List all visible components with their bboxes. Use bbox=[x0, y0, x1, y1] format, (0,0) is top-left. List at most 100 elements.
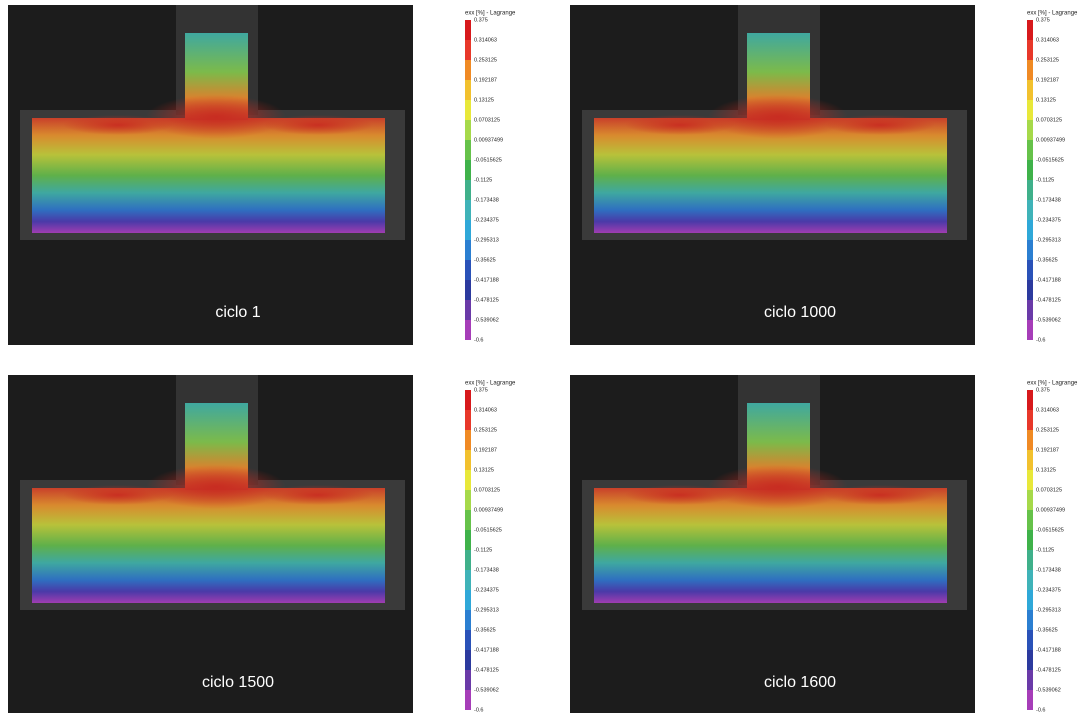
colorbar-label: -0.6 bbox=[474, 337, 483, 343]
strain-hotspot bbox=[263, 115, 373, 135]
colorbar-label: -0.173438 bbox=[474, 197, 499, 203]
colorbar-label: -0.1125 bbox=[474, 177, 492, 183]
colorbar-band bbox=[1027, 690, 1033, 710]
colorbar-label: -0.417188 bbox=[1036, 277, 1061, 283]
colorbar-label: -0.0515625 bbox=[474, 527, 502, 533]
colorbar-band bbox=[1027, 200, 1033, 220]
colorbar-label: 0.375 bbox=[474, 387, 488, 393]
colorbar-label: -0.1125 bbox=[474, 547, 492, 553]
colorbar-label: -0.295313 bbox=[1036, 237, 1061, 243]
colorbar-band bbox=[1027, 160, 1033, 180]
colorbar-band bbox=[1027, 220, 1033, 240]
colorbar-band bbox=[1027, 300, 1033, 320]
colorbar-band bbox=[465, 390, 471, 410]
colorbar-label: -0.417188 bbox=[474, 647, 499, 653]
colorbar-band bbox=[465, 650, 471, 670]
colorbar-label: -0.478125 bbox=[474, 667, 499, 673]
colorbar-label: 0.0703125 bbox=[1036, 117, 1062, 123]
strain-hotspot bbox=[263, 485, 373, 505]
colorbar-label: 0.192187 bbox=[474, 447, 497, 453]
colorbar-label: 0.00937499 bbox=[474, 507, 503, 513]
colorbar-label: -0.6 bbox=[1036, 337, 1045, 343]
colorbar-band bbox=[1027, 180, 1033, 200]
colorbar-label: 0.314063 bbox=[474, 407, 497, 413]
colorbar-band bbox=[465, 20, 471, 40]
colorbar-label: 0.253125 bbox=[474, 427, 497, 433]
colorbar-band bbox=[465, 470, 471, 490]
colorbar-band bbox=[1027, 650, 1033, 670]
colorbar-band bbox=[465, 690, 471, 710]
colorbar-band bbox=[465, 120, 471, 140]
colorbar-band bbox=[465, 670, 471, 690]
colorbar-band bbox=[465, 630, 471, 650]
colorbar-band bbox=[465, 610, 471, 630]
colorbar-label: 0.375 bbox=[1036, 17, 1050, 23]
colorbar-band bbox=[465, 160, 471, 180]
colorbar-band bbox=[1027, 450, 1033, 470]
colorbar-label: -0.417188 bbox=[474, 277, 499, 283]
colorbar-band bbox=[1027, 60, 1033, 80]
strain-hotspot bbox=[146, 465, 286, 509]
colorbar-band bbox=[465, 180, 471, 200]
panel-caption: ciclo 1 bbox=[215, 304, 260, 321]
colorbar-label: 0.13125 bbox=[474, 97, 494, 103]
colorbar-label: 0.13125 bbox=[1036, 97, 1056, 103]
strain-hotspot bbox=[63, 115, 173, 135]
colorbar-band bbox=[1027, 140, 1033, 160]
colorbar-band bbox=[1027, 20, 1033, 40]
colorbar-label: 0.253125 bbox=[474, 57, 497, 63]
colorbar-label: -0.1125 bbox=[1036, 177, 1054, 183]
colorbar-label: 0.375 bbox=[1036, 387, 1050, 393]
panel-caption: ciclo 1600 bbox=[764, 674, 836, 691]
colorbar-band bbox=[1027, 630, 1033, 650]
colorbar-label: 0.13125 bbox=[474, 467, 494, 473]
colorbar-band bbox=[1027, 100, 1033, 120]
colorbar-band bbox=[1027, 530, 1033, 550]
strain-hotspot bbox=[63, 485, 173, 505]
colorbar-label: 0.00937499 bbox=[1036, 507, 1065, 513]
colorbar-band bbox=[1027, 120, 1033, 140]
colorbar-label: -0.295313 bbox=[474, 607, 499, 613]
colorbar-label: -0.0515625 bbox=[1036, 527, 1064, 533]
colorbar-label: 0.192187 bbox=[1036, 77, 1059, 83]
colorbar-title: exx [%] - Lagrange bbox=[465, 381, 516, 387]
colorbar-label: 0.192187 bbox=[1036, 447, 1059, 453]
colorbar-band bbox=[1027, 610, 1033, 630]
colorbar-label: 0.314063 bbox=[1036, 407, 1059, 413]
colorbar-band bbox=[1027, 410, 1033, 430]
strain-hotspot bbox=[825, 115, 935, 135]
colorbar-band bbox=[1027, 320, 1033, 340]
colorbar-label: -0.478125 bbox=[474, 297, 499, 303]
colorbar-band bbox=[465, 510, 471, 530]
colorbar-label: -0.234375 bbox=[474, 217, 499, 223]
colorbar-band bbox=[465, 100, 471, 120]
colorbar-band bbox=[465, 320, 471, 340]
strain-hotspot bbox=[708, 95, 848, 139]
colorbar-label: -0.6 bbox=[474, 707, 483, 713]
colorbar-band bbox=[465, 450, 471, 470]
colorbar-label: -0.539062 bbox=[474, 317, 499, 323]
colorbar-band bbox=[465, 240, 471, 260]
strain-hotspot bbox=[825, 485, 935, 505]
colorbar-label: -0.1125 bbox=[1036, 547, 1054, 553]
panel-caption: ciclo 1500 bbox=[202, 674, 274, 691]
colorbar-label: 0.13125 bbox=[1036, 467, 1056, 473]
colorbar-band bbox=[1027, 390, 1033, 410]
colorbar-label: -0.478125 bbox=[1036, 667, 1061, 673]
colorbar-band bbox=[465, 40, 471, 60]
colorbar-band bbox=[465, 570, 471, 590]
colorbar-band bbox=[465, 260, 471, 280]
colorbar-band bbox=[465, 280, 471, 300]
colorbar-band bbox=[465, 80, 471, 100]
colorbar-label: -0.35625 bbox=[1036, 257, 1058, 263]
colorbar-band bbox=[1027, 510, 1033, 530]
colorbar-band bbox=[1027, 280, 1033, 300]
colorbar-label: -0.6 bbox=[1036, 707, 1045, 713]
colorbar-label: 0.253125 bbox=[1036, 427, 1059, 433]
colorbar-label: -0.234375 bbox=[1036, 217, 1061, 223]
colorbar-band bbox=[465, 490, 471, 510]
colorbar-label: 0.0703125 bbox=[474, 117, 500, 123]
